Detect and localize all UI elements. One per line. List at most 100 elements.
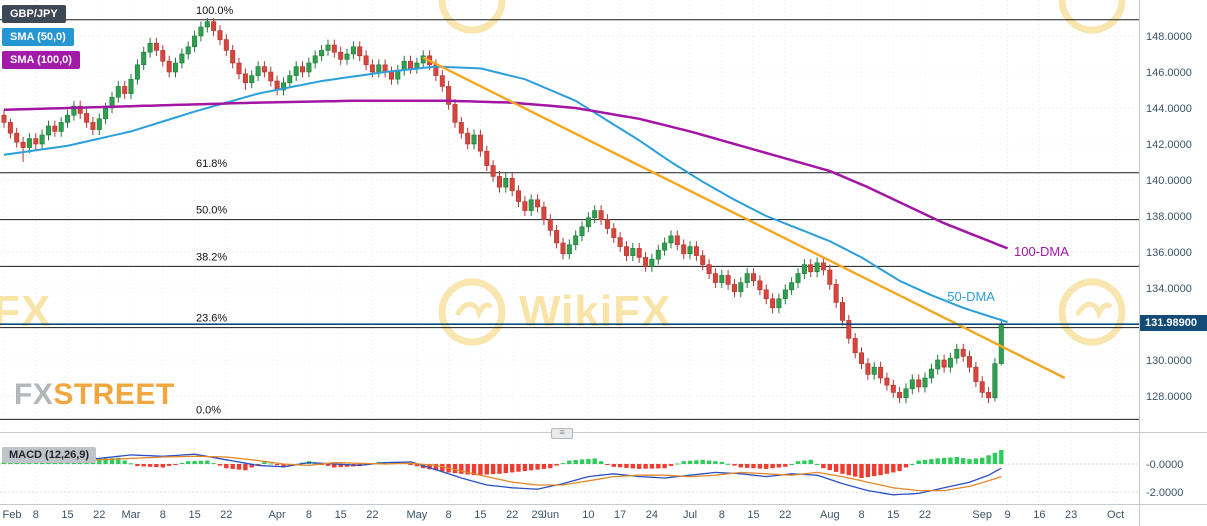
macd-histogram-bar [643, 464, 648, 469]
macd-histogram-bar [135, 464, 140, 467]
x-axis-label: Jun [541, 509, 559, 521]
macd-histogram-bar [846, 464, 851, 476]
candle-body [141, 51, 147, 66]
macd-histogram-bar [262, 461, 267, 464]
candle-body [725, 275, 731, 285]
wikifx-logo-icon [438, 278, 506, 346]
macd-histogram-bar [840, 464, 845, 474]
candle-body [878, 366, 884, 379]
sma100-line [3, 99, 1009, 250]
wikifx-logo-icon [1058, 278, 1126, 346]
candle-body [655, 249, 661, 260]
candle-body [871, 366, 877, 375]
macd-histogram-bar [884, 464, 890, 474]
fib-label: 100.0% [196, 5, 234, 17]
macd-histogram-bar [554, 464, 559, 466]
candle-body [897, 392, 903, 399]
candle-body [223, 39, 229, 51]
x-axis-label: 15 [887, 509, 899, 521]
candle-body [490, 165, 496, 177]
candle-body [484, 150, 490, 166]
candle-body [846, 320, 852, 339]
macd-histogram-bar [827, 464, 832, 471]
candle-body [649, 258, 655, 267]
candle-body [407, 60, 413, 69]
candle-body [90, 122, 96, 130]
macd-histogram-bar [878, 464, 883, 476]
macd-histogram-bar [408, 464, 413, 465]
candle-body [827, 269, 833, 285]
macd-histogram-bar [897, 464, 902, 471]
macd-histogram-bar [230, 464, 235, 469]
candle-body [954, 348, 960, 359]
candle-body [598, 210, 604, 220]
macd-histogram-bar [173, 464, 178, 465]
candle-body [319, 50, 325, 57]
candle-body [452, 104, 458, 123]
candle-body [573, 235, 579, 246]
macd-histogram-bar [281, 464, 286, 467]
macd-histogram-bar [471, 464, 477, 476]
candle-body [515, 190, 521, 202]
price-axis-label: 142.0000 [1146, 139, 1192, 151]
candle-body [369, 64, 375, 73]
wikifx-logo-icon [438, 0, 506, 34]
candle-body [579, 226, 585, 237]
candle-body [388, 71, 394, 80]
macd-histogram-bar [617, 464, 623, 468]
macd-histogram-bar [795, 461, 801, 464]
candle-body [916, 379, 922, 388]
fib-label: 61.8% [196, 158, 227, 170]
macd-histogram-bar [452, 464, 458, 474]
candle-body [992, 363, 998, 399]
x-axis-label: 9 [1005, 509, 1011, 521]
macd-histogram-bar [624, 464, 629, 468]
candle-body [439, 75, 445, 87]
macd-histogram-bar [992, 452, 998, 464]
macd-histogram-bar [236, 464, 242, 470]
macd-histogram-bar [592, 458, 597, 464]
x-axis-label: 8 [33, 509, 39, 521]
x-axis-label: 15 [61, 509, 73, 521]
candle-body [611, 228, 617, 238]
macd-histogram-bar [694, 460, 699, 464]
candle-body [45, 125, 51, 136]
candle-body [496, 176, 502, 188]
fxstreet-logo-fx: FX [14, 378, 54, 411]
candle-body [814, 262, 820, 273]
candle-body [643, 257, 649, 267]
candle-body [363, 55, 369, 66]
macd-histogram-bar [853, 464, 858, 477]
candle-body [1, 114, 7, 123]
macd-histogram-bar [274, 464, 280, 466]
candle-body [808, 264, 814, 273]
sma100-badge: SMA (100,0) [2, 51, 80, 69]
macd-histogram-bar [980, 457, 985, 464]
macd-histogram-bar [103, 458, 108, 464]
candle-body [839, 302, 845, 321]
candle-body [604, 219, 610, 229]
candle-body [179, 53, 185, 64]
macd-histogram-bar [783, 464, 788, 467]
macd-histogram-bar [529, 464, 534, 471]
macd-histogram-bar [725, 463, 731, 465]
candle-body [712, 273, 718, 283]
candle-body [541, 206, 547, 220]
candle-body [585, 217, 591, 228]
price-axis-label: 136.0000 [1146, 247, 1192, 259]
macd-histogram-bar [922, 459, 928, 464]
candle-body [966, 356, 972, 368]
wikifx-watermark [1055, 0, 1129, 37]
macd-histogram-bar [789, 464, 794, 465]
candle-body [750, 273, 756, 282]
candle-body [687, 246, 693, 255]
candle-body [84, 113, 90, 123]
x-axis-label: 22 [919, 509, 931, 521]
pane-resize-handle[interactable]: ≡ [551, 428, 573, 439]
macd-histogram-bar [941, 457, 947, 464]
candle-body [535, 199, 541, 208]
macd-histogram-bar [160, 464, 165, 468]
candle-body [306, 62, 312, 73]
